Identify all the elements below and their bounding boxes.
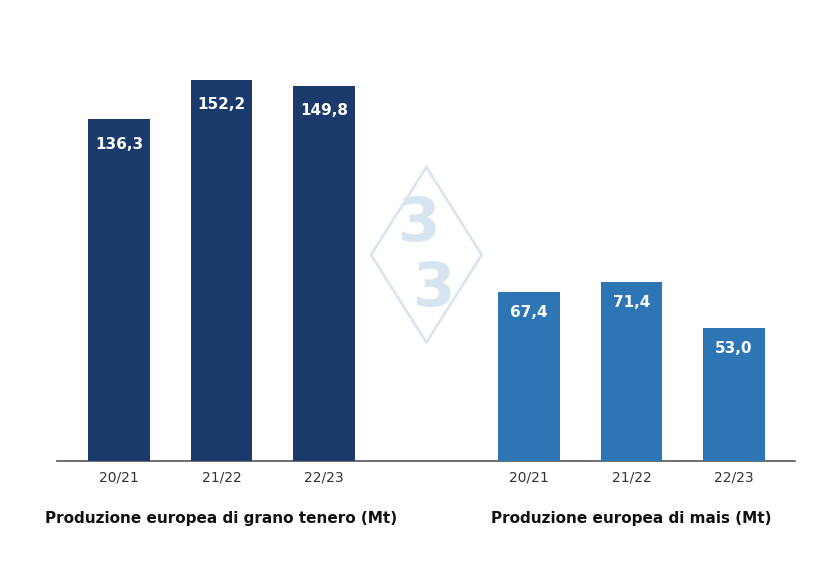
Text: 3: 3 <box>412 260 455 319</box>
Bar <box>88 119 150 461</box>
Text: Produzione europea di grano tenero (Mt): Produzione europea di grano tenero (Mt) <box>45 511 397 527</box>
Text: Produzione europea di mais (Mt): Produzione europea di mais (Mt) <box>491 511 771 527</box>
Bar <box>703 328 763 461</box>
Bar <box>600 282 662 461</box>
Text: 53,0: 53,0 <box>714 341 752 356</box>
Bar <box>190 80 252 461</box>
Bar <box>498 292 559 461</box>
Text: 3: 3 <box>397 194 440 253</box>
Text: 71,4: 71,4 <box>612 294 649 310</box>
Bar <box>293 85 355 461</box>
Text: 152,2: 152,2 <box>197 97 245 112</box>
Text: 67,4: 67,4 <box>509 305 547 320</box>
Text: 136,3: 136,3 <box>95 137 143 152</box>
Text: 149,8: 149,8 <box>300 103 347 118</box>
